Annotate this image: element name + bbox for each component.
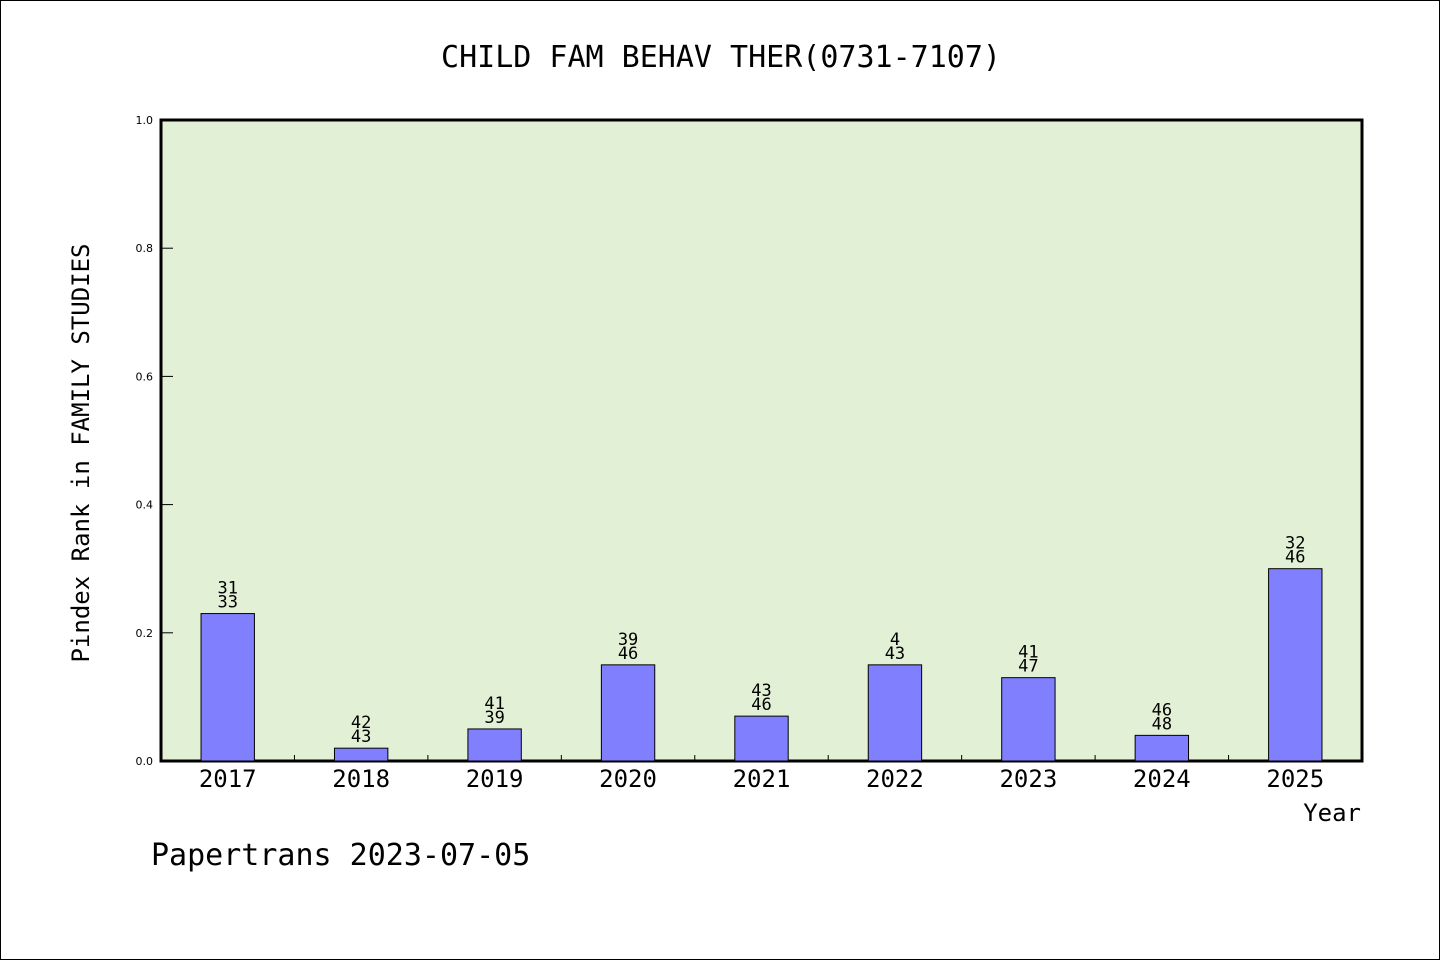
bar-data-label: 46: [1285, 548, 1305, 568]
plot-area: [159, 118, 1364, 763]
x-axis: 2017 2018 2019 2020 2021 2022 2023 2024 2025: [199, 755, 1324, 793]
x-tick-label: 2023: [999, 765, 1057, 793]
bar-data-label: 41: [484, 694, 504, 714]
bar-data-label: 43: [351, 727, 371, 747]
y-tick-label: 0.0: [136, 755, 154, 768]
bar-data-label: 32: [1285, 534, 1305, 554]
y-tick-label: 0.6: [136, 370, 154, 383]
x-axis-label: Year: [1303, 799, 1361, 827]
x-tick-label: 2019: [466, 765, 524, 793]
bar-data-label: 33: [217, 593, 237, 613]
y-tick-label: 1.0: [136, 114, 154, 127]
x-tick-label: 2024: [1133, 765, 1191, 793]
bar: [734, 715, 789, 762]
bar: [600, 664, 656, 762]
bar: [467, 728, 522, 762]
bar: [1001, 677, 1056, 762]
x-tick-label: 2018: [332, 765, 390, 793]
bar-data-label: 41: [1018, 643, 1038, 663]
bar: [333, 747, 389, 762]
x-tick-label: 2017: [199, 765, 257, 793]
bar-data-label: 31: [217, 579, 237, 599]
bar-data-label: 42: [351, 713, 371, 733]
y-tick-label: 0.2: [136, 627, 154, 640]
x-tick-label: 2020: [599, 765, 657, 793]
y-tick-label: 0.8: [136, 242, 154, 255]
bar-data-label: 48: [1152, 714, 1172, 734]
footer-credit: Papertrans 2023-07-05: [151, 838, 530, 873]
bar-data-label: 46: [618, 644, 638, 664]
x-tick-label: 2025: [1266, 765, 1324, 793]
bar-data-label: 39: [618, 630, 638, 650]
chart-title: CHILD FAM BEHAV THER(0731-7107): [441, 40, 1001, 75]
bar: [200, 613, 255, 762]
y-axis-label: Pindex Rank in FAMILY STUDIES: [67, 243, 95, 662]
bar-data-label: 47: [1018, 657, 1038, 677]
bar: [1134, 734, 1190, 762]
x-tick-label: 2022: [866, 765, 924, 793]
bar-data-label: 43: [751, 681, 771, 701]
bar-data-label: 46: [1152, 700, 1172, 720]
bar: [1268, 568, 1323, 762]
bar: [867, 664, 923, 762]
bar-data-label: 46: [751, 695, 771, 715]
y-axis: 0.0 0.2 0.4 0.6 0.8 1.0: [136, 114, 173, 768]
bar-data-label: 43: [885, 644, 905, 664]
bar-data-label: 4: [890, 630, 900, 650]
y-tick-label: 0.4: [136, 499, 154, 512]
bar-data-label: 39: [484, 708, 504, 728]
x-tick-label: 2021: [733, 765, 791, 793]
